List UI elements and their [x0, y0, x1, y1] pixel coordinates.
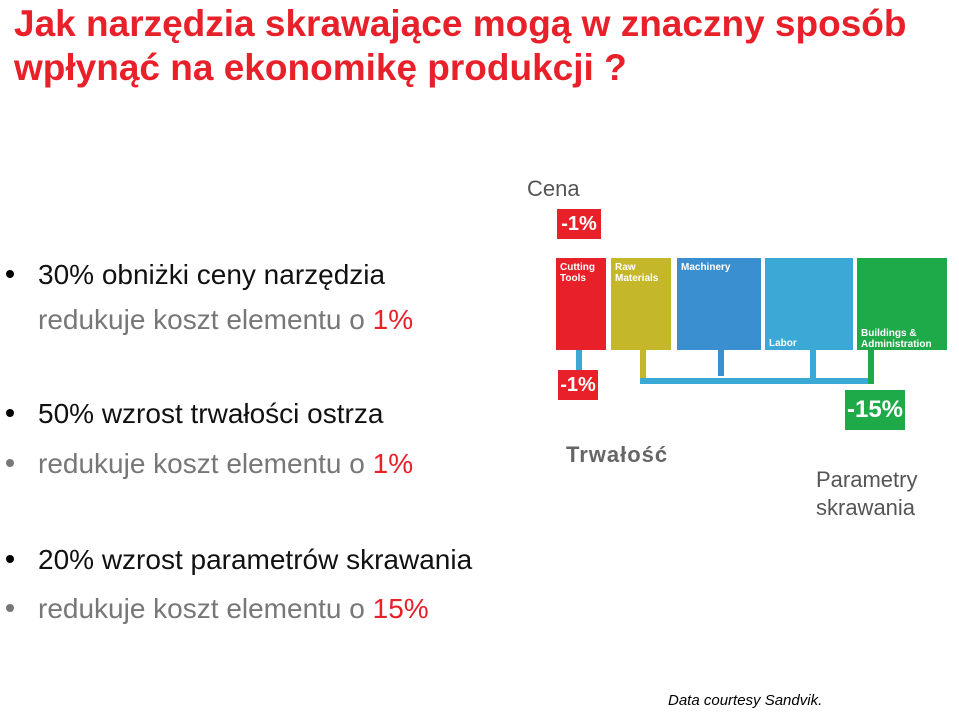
bullet-dot	[6, 604, 14, 612]
label-price: Cena	[527, 176, 580, 201]
panel-labor: Labor	[765, 258, 853, 350]
bullet-3-text: 20% wzrost parametrów skrawania	[38, 544, 473, 575]
panel-machinery: Machinery	[677, 258, 761, 350]
tag-price: -1%	[557, 209, 601, 239]
bullet-1-prefix: redukuje koszt elementu o	[38, 304, 373, 335]
connector-horizontal	[640, 378, 874, 384]
bullet-3-prefix: redukuje koszt elementu o	[38, 593, 373, 624]
connector-buildings	[868, 350, 874, 384]
connector-tools	[576, 350, 582, 374]
tag-params: -15%	[845, 390, 905, 430]
connector-machinery	[718, 350, 724, 376]
bullet-dot	[6, 409, 14, 417]
bullet-dot	[6, 459, 14, 467]
footer-credit: Data courtesy Sandvik.	[668, 692, 823, 709]
bullet-dot	[6, 270, 14, 278]
bullet-2-text: 50% wzrost trwałości ostrza	[38, 398, 384, 429]
panel-raw-materials: Raw Materials	[611, 258, 671, 350]
bullet-1-value: 1%	[372, 304, 414, 335]
connector-labor	[810, 350, 816, 380]
panel-cutting-tools: Cutting Tools	[556, 258, 606, 350]
bullet-3-value: 15%	[372, 593, 429, 624]
bullet-dot	[6, 555, 14, 563]
connector-materials	[640, 350, 646, 384]
panel-buildings: Buildings & Administration	[857, 258, 947, 350]
page-title: Jak narzędzia skrawające mogą w znaczny …	[14, 3, 907, 88]
label-durability: Trwałość	[566, 442, 669, 467]
bullet-1-text: 30% obniżki ceny narzędzia	[38, 259, 386, 290]
label-params: Parametry skrawania	[816, 467, 918, 520]
bullet-2-value: 1%	[372, 448, 414, 479]
bullet-2-prefix: redukuje koszt elementu o	[38, 448, 373, 479]
tag-durability: -1%	[558, 370, 598, 400]
